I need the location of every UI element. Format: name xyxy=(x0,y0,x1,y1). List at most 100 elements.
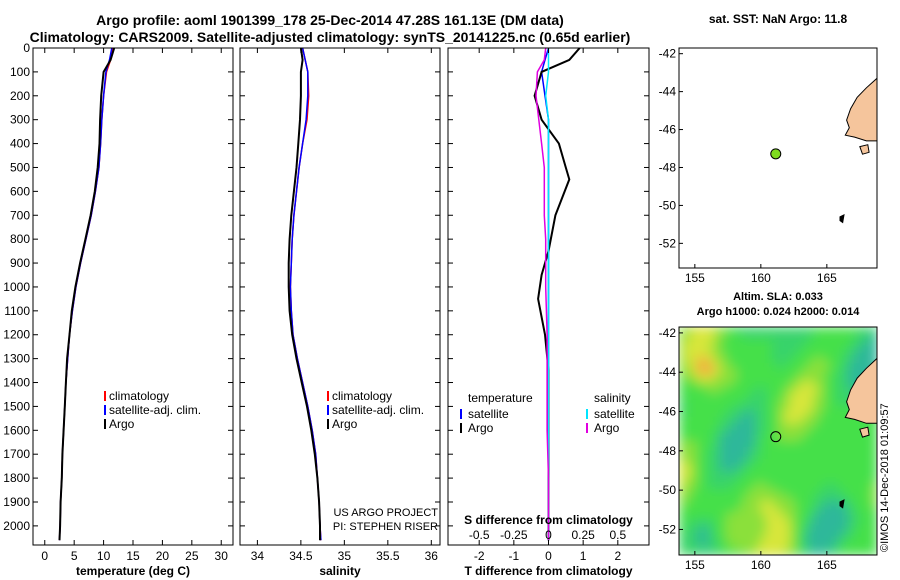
sla-cell xyxy=(713,483,721,490)
legend-label: climatology xyxy=(109,389,169,403)
sla-cell xyxy=(853,423,861,430)
sla-cell xyxy=(778,513,785,520)
sla-cell xyxy=(783,351,791,358)
sla-cell xyxy=(812,447,820,454)
sla-cell xyxy=(725,537,732,544)
sla-cell xyxy=(731,537,738,544)
sla-cell xyxy=(789,429,796,436)
sla-cell xyxy=(795,387,802,394)
legend-swatch xyxy=(104,419,106,429)
sla-cell xyxy=(725,435,732,442)
sla-cell xyxy=(702,549,709,555)
sla-cell xyxy=(847,465,855,472)
sla-cell xyxy=(731,375,738,382)
sla-cell xyxy=(743,375,750,382)
sla-cell xyxy=(772,381,779,388)
sla-cell xyxy=(830,417,837,424)
sla-cell xyxy=(731,411,738,418)
sla-cell xyxy=(847,459,855,466)
sla-cell xyxy=(871,477,877,484)
sla-cell xyxy=(824,411,831,418)
sla-cell xyxy=(830,447,837,454)
sla-cell xyxy=(737,465,744,472)
sla-cell xyxy=(807,435,814,442)
sla-cell xyxy=(679,441,686,448)
sla-cell xyxy=(830,345,837,352)
sla-cell xyxy=(818,453,826,460)
sla-cell xyxy=(719,363,727,370)
sla-cell xyxy=(725,399,732,406)
legend-label: Argo xyxy=(332,417,358,431)
sla-cell xyxy=(696,453,703,460)
sla-cell xyxy=(865,483,872,490)
stewart-island xyxy=(859,426,870,438)
sla-cell xyxy=(795,429,802,436)
sla-cell xyxy=(708,339,715,346)
sla-cell xyxy=(818,357,826,364)
depth-tick-label: 1600 xyxy=(3,423,30,437)
sla-cell xyxy=(684,471,692,478)
sla-cell xyxy=(760,477,767,484)
sla-cell xyxy=(754,465,762,472)
sla-cell xyxy=(708,351,715,358)
sla-cell xyxy=(713,435,721,442)
sla-cell xyxy=(696,525,703,532)
sla-cell xyxy=(807,441,814,448)
sla-cell xyxy=(702,483,709,490)
sla-cell xyxy=(696,435,703,442)
sla-cell xyxy=(708,495,715,502)
depth-tick-label: 1300 xyxy=(3,352,30,366)
sla-cell xyxy=(760,483,767,490)
sla-cell xyxy=(818,435,826,442)
depth-tick-label: 0 xyxy=(23,41,30,55)
sla-cell xyxy=(702,357,709,364)
sla-cell xyxy=(766,507,773,514)
sla-cell xyxy=(830,549,837,555)
sla-cell xyxy=(824,495,831,502)
sla-cell xyxy=(725,363,732,370)
sla-cell xyxy=(807,459,814,466)
sla-cell xyxy=(743,333,750,340)
sla-cell xyxy=(754,333,762,340)
sla-cell xyxy=(842,363,849,370)
sla-cell xyxy=(789,465,796,472)
sla-map-title: Altim. SLA: 0.033 xyxy=(733,291,823,303)
sla-cell xyxy=(847,333,855,340)
sla-cell xyxy=(871,435,877,442)
sla-cell xyxy=(708,399,715,406)
sla-cell xyxy=(731,501,738,508)
sla-cell xyxy=(830,477,837,484)
sla-cell xyxy=(853,435,861,442)
sla-cell xyxy=(760,471,767,478)
sla-cell xyxy=(679,381,686,388)
sla-cell xyxy=(853,339,861,346)
sla-cell xyxy=(684,513,692,520)
sla-cell xyxy=(871,459,877,466)
sla-cell xyxy=(748,501,756,508)
sla-cell xyxy=(754,327,762,334)
sla-cell xyxy=(859,459,866,466)
sla-cell xyxy=(708,333,715,340)
sla-cell xyxy=(772,333,779,340)
sla-cell xyxy=(859,363,866,370)
sla-cell xyxy=(743,495,750,502)
sla-cell xyxy=(679,333,686,340)
sla-cell xyxy=(853,471,861,478)
sla-cell xyxy=(865,513,872,520)
sla-cell xyxy=(690,375,697,382)
sla-cell xyxy=(842,513,849,520)
sla-cell xyxy=(830,381,837,388)
sla-cell xyxy=(766,429,773,436)
sla-cell xyxy=(702,405,709,412)
depth-tick-label: 800 xyxy=(10,232,30,246)
sla-cell xyxy=(679,459,686,466)
sla-cell xyxy=(807,417,814,424)
sla-cell xyxy=(778,357,785,364)
sla-cell xyxy=(719,339,727,346)
sla-cell xyxy=(795,549,802,555)
sla-cell xyxy=(713,387,721,394)
sla-cell xyxy=(766,447,773,454)
diff-s-tick-label: -0.5 xyxy=(469,528,490,542)
sla-cell xyxy=(818,489,826,496)
sla-cell xyxy=(842,393,849,400)
